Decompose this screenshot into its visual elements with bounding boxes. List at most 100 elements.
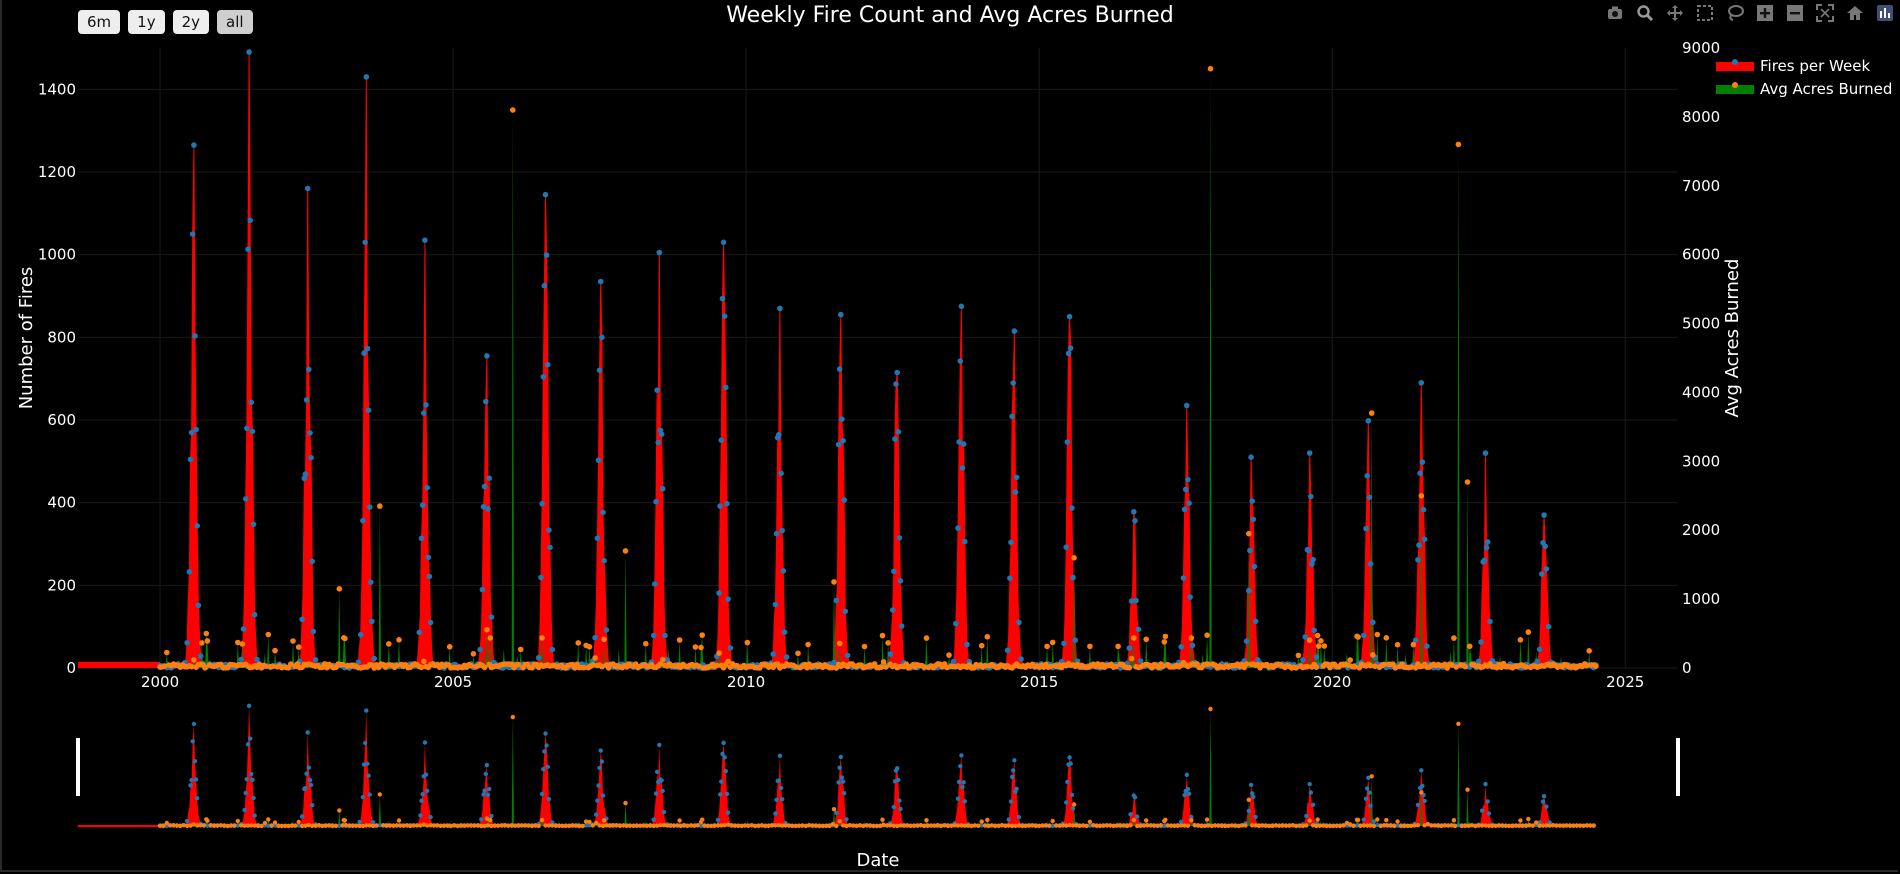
range-fires-point [1014, 786, 1019, 791]
plotly-logo-icon[interactable] [1874, 2, 1896, 24]
range-fires-point [419, 798, 424, 803]
acres-point [1410, 641, 1417, 648]
acres-point [1044, 643, 1050, 650]
pan-icon[interactable] [1664, 2, 1686, 24]
box-select-icon[interactable] [1694, 2, 1716, 24]
range-fires-point [485, 792, 491, 798]
fires-point [355, 659, 362, 665]
range-acres-point [901, 823, 907, 828]
acres-point [599, 663, 605, 670]
range-fires-point [1006, 817, 1011, 822]
range-fires-point [357, 819, 362, 825]
range-acres-point [942, 823, 947, 828]
range-acres-point [1208, 706, 1213, 712]
range-button-6m[interactable]: 6m [78, 10, 121, 34]
range-fires-point [773, 811, 778, 816]
fires-point [1412, 637, 1419, 643]
legend-label: Fires per Week [1760, 57, 1870, 75]
range-acres-point [188, 823, 193, 828]
fires-point [836, 366, 843, 372]
range-button-2y[interactable]: 2y [172, 10, 209, 34]
home-icon[interactable] [1844, 2, 1866, 24]
camera-icon[interactable] [1604, 2, 1626, 24]
range-acres-point [763, 823, 768, 829]
range-acres-point [168, 823, 173, 828]
range-fires-point [190, 739, 195, 744]
acres-point [377, 503, 383, 509]
range-acres-point [607, 823, 612, 828]
range-acres-point [1290, 823, 1296, 828]
range-acres-point [421, 822, 426, 827]
range-acres-point [1523, 823, 1529, 828]
fires-point [1133, 597, 1139, 604]
acres-point [1466, 643, 1473, 650]
fires-point [361, 350, 367, 357]
range-acres-point [1131, 817, 1137, 823]
range-acres-point [715, 823, 721, 828]
series-fires-per-week [159, 52, 1597, 670]
range-acres-point [279, 823, 284, 829]
range-fires-area [160, 705, 1596, 826]
range-fires-point [479, 817, 484, 822]
range-button-all[interactable]: all [217, 10, 253, 34]
legend-item[interactable]: Fires per Week [1716, 57, 1870, 75]
range-handle-left[interactable] [76, 738, 80, 796]
range-acres-point [1135, 823, 1140, 829]
fires-point [307, 430, 313, 436]
fires-point [480, 504, 487, 510]
range-acres-point [1422, 823, 1427, 828]
fires-point [1064, 439, 1071, 445]
range-acres-point [431, 823, 437, 828]
range-acres-point [342, 818, 348, 823]
acres-point [202, 664, 208, 671]
fires-point [188, 429, 195, 436]
zoom-out-icon[interactable] [1784, 2, 1806, 24]
range-fires-point [840, 779, 846, 784]
fires-point [840, 437, 846, 444]
range-acres-point [462, 823, 467, 828]
acres-point [1451, 635, 1457, 641]
acres-point [1523, 664, 1529, 670]
zoom-in-icon[interactable] [1754, 2, 1776, 24]
y2-tick-label: 6000 [1682, 246, 1720, 264]
range-fires-point [594, 812, 599, 817]
range-acres-point [550, 823, 555, 828]
range-acres-point [157, 823, 163, 828]
range-button-1y[interactable]: 1y [128, 10, 165, 34]
fires-point [191, 142, 197, 148]
range-fires-point [1483, 781, 1488, 787]
range-handle-right[interactable] [1676, 738, 1680, 796]
range-acres-point [496, 823, 501, 828]
range-fires-point [299, 814, 305, 819]
range-fires-point [599, 759, 605, 764]
acres-point [1593, 663, 1599, 669]
fires-point [1063, 544, 1069, 550]
fires-point [304, 185, 311, 192]
zoom-icon[interactable] [1634, 2, 1656, 24]
acres-point [1306, 637, 1313, 643]
fires-point [1300, 657, 1306, 663]
range-acres-point [623, 800, 628, 806]
range-acres-point [509, 823, 514, 828]
range-acres-point [543, 823, 548, 828]
autoscale-icon[interactable] [1814, 2, 1836, 24]
range-acres-point [252, 823, 257, 828]
range-acres-point [976, 823, 981, 828]
range-acres-point [259, 823, 264, 829]
fires-point [1482, 450, 1489, 456]
fires-point [240, 626, 247, 632]
range-fires-point [546, 796, 552, 802]
fires-point [192, 333, 198, 339]
range-fires-point [1065, 779, 1070, 785]
fires-point [895, 429, 902, 435]
range-fires-point [1419, 768, 1424, 773]
fires-point [1010, 380, 1016, 386]
fires-point [312, 657, 319, 663]
range-acres-point [323, 823, 328, 828]
legend-item[interactable]: Avg Acres Burned [1716, 80, 1892, 98]
range-acres-point [1571, 823, 1576, 828]
acres-point [692, 644, 699, 650]
range-fires-point [657, 742, 662, 748]
lasso-icon[interactable] [1724, 2, 1746, 24]
range-acres-point [1331, 823, 1336, 829]
